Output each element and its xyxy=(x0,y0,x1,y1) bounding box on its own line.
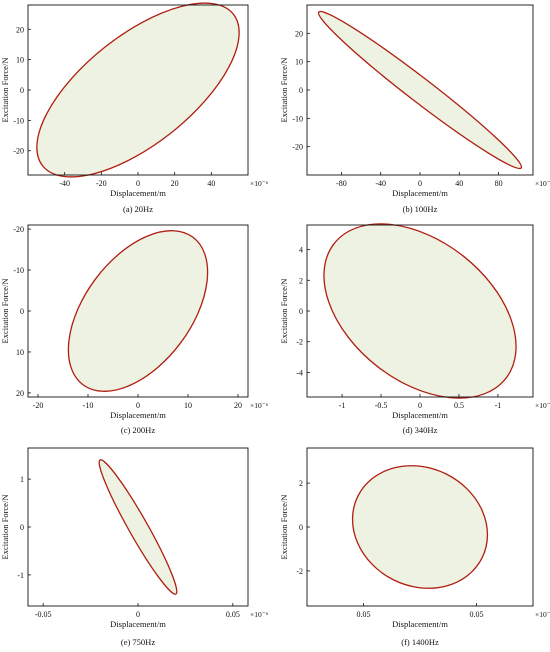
y-tick-label: -2 xyxy=(296,338,303,347)
chart-panel-2: -80 -40 0 40 80 -20 -10 0 10 20 Displacement/m Exci… xyxy=(279,4,550,214)
x-axis-label: Displacement/m xyxy=(110,619,166,629)
x-tick-label: -10 xyxy=(83,401,94,410)
x-tick-label: -80 xyxy=(336,179,347,188)
chart-panel-1: -40 -20 0 20 40 -20 -10 0 10 20 Displacement/m Exci… xyxy=(0,2,269,214)
x-tick-label: -1 xyxy=(339,401,346,410)
y-tick-label: -2 xyxy=(296,567,303,576)
y-tick-label: 0 xyxy=(299,86,303,95)
series-loop xyxy=(317,10,523,170)
series-loop xyxy=(323,223,517,399)
x-axis-exponent: ×10⁻⁶ xyxy=(535,401,550,410)
y-tick-label: 4 xyxy=(299,246,303,255)
y-tick-label: 10 xyxy=(295,58,303,67)
series-loop xyxy=(67,230,209,392)
y-tick-label: 2 xyxy=(299,276,303,285)
x-tick-label: 40 xyxy=(455,179,463,188)
panel-caption: (e) 750Hz xyxy=(121,637,155,647)
y-axis-label: Excitation Force/N xyxy=(279,279,289,344)
x-tick-label: -20 xyxy=(96,179,107,188)
panel-caption: (f) 1400Hz xyxy=(401,637,439,647)
panel-caption: (c) 200Hz xyxy=(121,425,155,435)
y-tick-label: 1 xyxy=(20,475,24,484)
y-tick-label: 0 xyxy=(20,523,24,532)
y-tick-label: -10 xyxy=(13,266,24,275)
y-axis-label: Excitation Force/N xyxy=(279,58,289,123)
x-tick-label: 0 xyxy=(136,610,140,619)
x-tick-label: -40 xyxy=(59,179,70,188)
x-axis-label: Displacement/m xyxy=(392,619,448,629)
y-axis-label: Excitation Force/N xyxy=(279,495,289,560)
x-tick-label: 0 xyxy=(136,401,140,410)
series-loop xyxy=(98,459,178,595)
y-tick-label: -10 xyxy=(13,116,24,125)
y-tick-label: 20 xyxy=(295,29,303,38)
y-tick-label: 20 xyxy=(16,25,24,34)
x-axis-label: Displacement/m xyxy=(110,410,166,420)
y-tick-label: 0 xyxy=(299,307,303,316)
panel-caption: (b) 100Hz xyxy=(403,204,438,214)
x-tick-label: 40 xyxy=(207,179,215,188)
chart-panel-6: 0.05 0.05 -2 0 2 Displacement/m Excitation For… xyxy=(279,447,550,647)
x-tick-label: 20 xyxy=(171,179,179,188)
x-tick-label: 0 xyxy=(136,179,140,188)
x-tick-label: -40 xyxy=(375,179,386,188)
x-axis-label: Displacement/m xyxy=(392,188,448,198)
x-tick-label: 10 xyxy=(184,401,192,410)
series-loop xyxy=(351,465,489,589)
y-tick-label: 0 xyxy=(20,86,24,95)
x-tick-label: -20 xyxy=(33,401,44,410)
panel-caption: (d) 340Hz xyxy=(403,425,438,435)
chart-panel-4: -1 -0.5 0 0.5 -1 -4 -2 0 2 4 Displacement/m Excitat… xyxy=(279,223,550,435)
panel-caption: (a) 20Hz xyxy=(123,204,153,214)
x-axis-exponent: ×10⁻⁶ xyxy=(535,179,550,188)
x-tick-label: 0 xyxy=(418,401,422,410)
x-tick-label: 0 xyxy=(418,179,422,188)
x-tick-label: 0.5 xyxy=(454,401,464,410)
y-tick-label: 0 xyxy=(20,307,24,316)
y-axis-label: Excitation Force/N xyxy=(0,279,10,344)
y-tick-label: -10 xyxy=(292,114,303,123)
y-tick-label: -4 xyxy=(296,368,303,377)
x-axis-label: Displacement/m xyxy=(392,410,448,420)
y-tick-label: 20 xyxy=(16,389,24,398)
x-axis-exponent: ×10⁻⁶ xyxy=(250,401,269,410)
x-tick-label: 80 xyxy=(495,179,503,188)
x-tick-label: -0.05 xyxy=(35,610,52,619)
y-axis-label: Excitation Force/N xyxy=(0,495,10,560)
chart-panel-3: -20 -10 0 10 20 20 10 0 -10 -20 Displacement/m Exci… xyxy=(0,224,269,435)
x-tick-label: 0.05 xyxy=(226,610,240,619)
y-tick-label: 10 xyxy=(16,56,24,65)
x-tick-label: -1 xyxy=(495,401,502,410)
y-tick-label: 10 xyxy=(16,348,24,357)
x-axis-exponent: ×10⁻⁶ xyxy=(250,179,269,188)
y-axis-label: Excitation Force/N xyxy=(0,58,10,123)
y-tick-label: -20 xyxy=(292,143,303,152)
chart-panel-5: -0.05 0 0.05 -1 0 1 Displacement/m Excitation F… xyxy=(0,447,269,647)
y-tick-label: -1 xyxy=(17,571,24,580)
y-tick-label: 0 xyxy=(299,523,303,532)
x-tick-label: -0.5 xyxy=(375,401,388,410)
x-tick-label: 0.05 xyxy=(470,610,484,619)
x-tick-label: 20 xyxy=(234,401,242,410)
x-axis-exponent: ×10⁻⁶ xyxy=(535,610,550,619)
x-axis-label: Displacement/m xyxy=(110,188,166,198)
x-axis-exponent: ×10⁻⁶ xyxy=(250,610,269,619)
series-loop xyxy=(36,2,240,178)
y-tick-label: 2 xyxy=(299,479,303,488)
y-tick-label: -20 xyxy=(13,147,24,156)
x-tick-label: 0.05 xyxy=(357,610,371,619)
y-tick-label: -20 xyxy=(13,225,24,234)
